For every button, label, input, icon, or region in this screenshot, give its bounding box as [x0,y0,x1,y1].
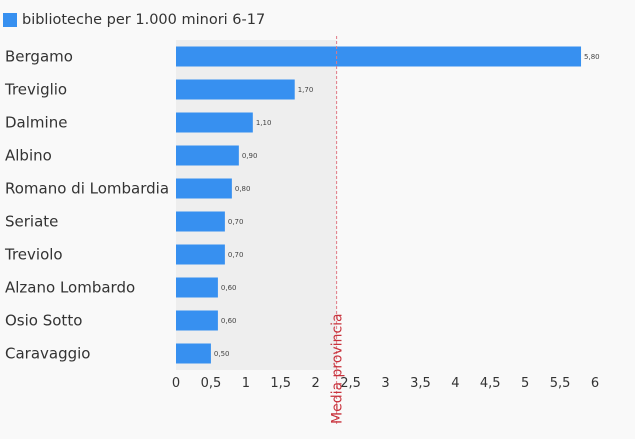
data-label: 0,90 [242,152,258,160]
legend-swatch [3,13,17,27]
bar-treviolo [176,244,225,265]
category-label: Osio Sotto [5,312,82,330]
data-label: 1,70 [298,86,314,94]
x-tick-label: 2,5 [340,376,361,391]
bar-romano-di-lombardia [176,178,232,199]
category-label: Albino [5,147,52,165]
category-label: Treviolo [4,246,63,264]
bar-treviglio [176,79,295,100]
category-label: Dalmine [5,114,67,132]
reference-label: Media provincia [330,313,346,424]
data-label: 0,60 [221,284,237,292]
x-tick-label: 1 [242,376,250,391]
data-label: 0,50 [214,350,230,358]
data-label: 0,60 [221,317,237,325]
legend-label: biblioteche per 1.000 minori 6-17 [22,12,266,28]
bar-caravaggio [176,343,211,364]
category-label: Caravaggio [5,345,90,363]
data-label: 1,10 [256,119,272,127]
bar-bergamo [176,46,582,67]
x-tick-label: 1,5 [270,376,291,391]
data-label: 5,80 [584,53,600,61]
bar-dalmine [176,112,253,133]
legend: biblioteche per 1.000 minori 6-17 [3,10,265,30]
x-tick-label: 0 [172,376,180,391]
data-label: 0,80 [235,185,251,193]
category-label: Seriate [5,213,58,231]
x-tick-label: 2 [312,376,320,391]
x-tick-label: 6 [591,376,599,391]
category-label: Alzano Lombardo [5,279,135,297]
x-tick-label: 5 [521,376,529,391]
x-tick-label: 4 [451,376,459,391]
category-label: Bergamo [5,48,73,66]
x-tick-label: 4,5 [480,376,501,391]
x-tick-label: 3 [381,376,389,391]
data-label: 0,70 [228,251,244,259]
x-tick-label: 0,5 [201,376,222,391]
bar-albino [176,145,239,166]
data-label: 0,70 [228,218,244,226]
x-tick-label: 3,5 [410,376,431,391]
category-label: Treviglio [4,81,67,99]
bar-seriate [176,211,225,232]
bar-alzano-lombardo [176,277,218,298]
x-tick-label: 5,5 [550,376,571,391]
bar-osio-sotto [176,310,218,331]
category-label: Romano di Lombardia [5,180,169,198]
